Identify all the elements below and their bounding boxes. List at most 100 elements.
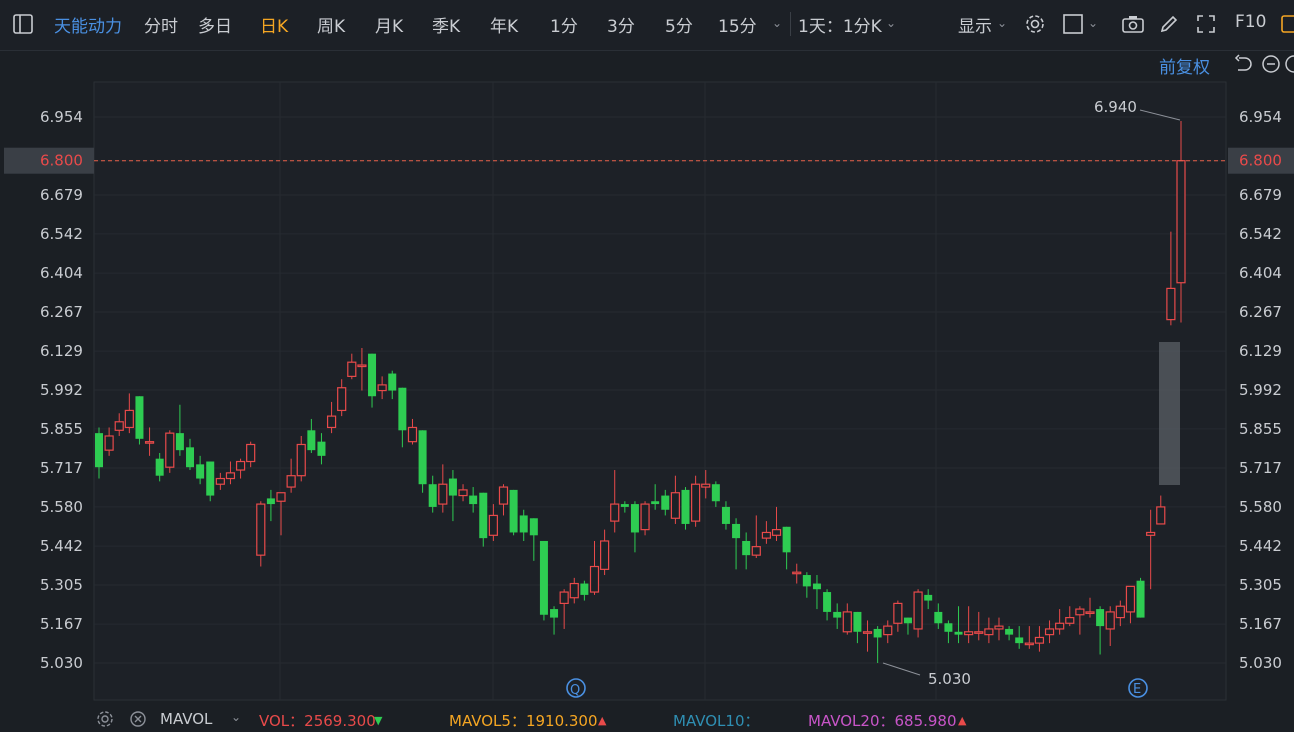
candle-body — [114, 421, 124, 431]
candle-body — [488, 514, 498, 536]
zoom-out-icon[interactable] — [1261, 54, 1281, 78]
candle-body — [1044, 628, 1055, 636]
volume-settings-gear-icon[interactable] — [96, 710, 114, 732]
candle-body — [903, 617, 912, 624]
candle-body — [479, 492, 488, 539]
candle-body — [823, 592, 832, 612]
current-price-tag-left — [4, 147, 94, 174]
candle-body — [771, 529, 782, 536]
candle-body — [883, 625, 893, 636]
tab-5min[interactable]: 5分 — [665, 17, 693, 37]
candle-body — [498, 486, 509, 505]
y-tick-label-right: 5.580 — [1239, 498, 1282, 516]
candle-body — [1105, 611, 1115, 630]
y-tick-label-right: 6.954 — [1239, 108, 1282, 126]
candle-body — [620, 504, 629, 507]
candle-body — [337, 387, 347, 412]
chevron-down-icon[interactable]: ⌄ — [886, 16, 897, 30]
f10-button[interactable]: F10 — [1235, 12, 1267, 32]
y-tick-label-left: 5.580 — [40, 498, 83, 516]
camera-icon[interactable] — [1121, 13, 1145, 39]
candle-body — [761, 531, 772, 539]
high-annotation: 6.940 — [1094, 98, 1137, 116]
top-toolbar: 天能动力 分时 多日 日K 周K 月K 季K 年K 1分 3分 5分 15分 ⌄… — [0, 0, 1294, 51]
tab-niank[interactable]: 年K — [490, 17, 519, 37]
tab-duori[interactable]: 多日 — [198, 17, 232, 37]
reset-icon[interactable] — [1233, 54, 1253, 78]
sidebar-toggle-icon[interactable] — [12, 13, 34, 39]
stock-name[interactable]: 天能动力 — [54, 17, 122, 37]
candle-body — [428, 484, 437, 507]
chevron-down-icon[interactable]: ⌄ — [997, 16, 1008, 30]
more-icon[interactable] — [1285, 54, 1294, 78]
tab-zhouk[interactable]: 周K — [317, 17, 346, 37]
checkbox-icon[interactable] — [1062, 13, 1084, 39]
y-axis-left: 6.954 6.679 6.542 6.404 6.267 6.129 5.992 5.855… — [40, 108, 83, 672]
candle-body — [317, 441, 326, 456]
adjust-mode-button[interactable]: 前复权 — [1159, 58, 1210, 78]
settings-gear-icon[interactable] — [1024, 13, 1046, 39]
tab-15min[interactable]: 15分 — [718, 17, 757, 37]
candle-body — [1065, 616, 1075, 624]
y-tick-label-left: 5.167 — [40, 615, 83, 633]
candle-body — [206, 461, 215, 496]
candle-body — [368, 353, 377, 397]
candle-body — [175, 433, 184, 451]
candle-body — [357, 364, 367, 368]
candle-body — [589, 565, 600, 593]
candle-body — [559, 591, 569, 605]
candle-body — [155, 458, 164, 476]
tab-jik[interactable]: 季K — [432, 17, 461, 37]
y-tick-label-left: 5.717 — [40, 459, 83, 477]
chevron-down-icon[interactable]: ⌄ — [772, 16, 783, 30]
candle-body — [196, 464, 205, 479]
y-tick-label-right: 6.129 — [1239, 342, 1282, 360]
candle-body — [1166, 287, 1176, 321]
candle-body — [225, 472, 236, 480]
candle-body — [691, 483, 701, 522]
candle-body — [630, 504, 639, 533]
candle-body — [326, 415, 337, 429]
y-tick-label-right: 5.855 — [1239, 420, 1282, 438]
kline-chart[interactable]: 6.954 6.679 6.542 6.404 6.267 6.129 5.992 5.855… — [0, 51, 1294, 724]
candle-body — [1146, 531, 1156, 536]
mavol-select[interactable]: MAVOL — [160, 710, 213, 728]
candle-body — [580, 583, 589, 595]
candle-body — [701, 483, 711, 488]
y-tick-label-left: 6.267 — [40, 303, 83, 321]
display-menu[interactable]: 显示 — [958, 17, 992, 37]
y-tick-label-right: 6.404 — [1239, 264, 1282, 282]
tab-3min[interactable]: 3分 — [607, 17, 635, 37]
candle-body — [418, 430, 427, 485]
candle-body — [954, 631, 963, 635]
candle-body — [1005, 628, 1014, 635]
tab-fenshi[interactable]: 分时 — [144, 17, 178, 37]
y-tick-label-left: 5.030 — [40, 654, 83, 672]
tab-yuek[interactable]: 月K — [375, 17, 404, 37]
period-select[interactable]: 1天：1分K — [798, 17, 882, 37]
candle-body — [186, 447, 195, 468]
candle-body — [924, 594, 933, 601]
candle-body — [519, 515, 528, 533]
mavol5-value: MAVOL5：1910.300 — [449, 712, 598, 730]
candle-body — [862, 631, 873, 634]
chevron-down-icon[interactable]: ⌄ — [1088, 16, 1099, 30]
e-marker-icon — [1128, 678, 1148, 698]
vol-down-arrow-icon: ▼ — [374, 714, 383, 727]
candle-body — [802, 575, 811, 587]
candle-body — [640, 503, 650, 531]
y-tick-label-right: 5.305 — [1239, 576, 1282, 594]
candle-body — [1125, 585, 1136, 613]
pencil-icon[interactable] — [1158, 13, 1180, 39]
candle-body — [974, 631, 984, 634]
candle-body — [550, 609, 559, 618]
y-tick-label-left: 6.954 — [40, 108, 83, 126]
tab-1min[interactable]: 1分 — [550, 17, 578, 37]
tab-rik[interactable]: 日K — [260, 17, 289, 37]
chevron-down-icon[interactable]: ⌄ — [231, 710, 242, 724]
candle-body — [661, 495, 670, 510]
side-panel-icon[interactable] — [1280, 13, 1294, 39]
candle-body — [812, 583, 821, 590]
fullscreen-icon[interactable] — [1195, 13, 1217, 39]
volume-close-icon[interactable] — [129, 710, 147, 732]
